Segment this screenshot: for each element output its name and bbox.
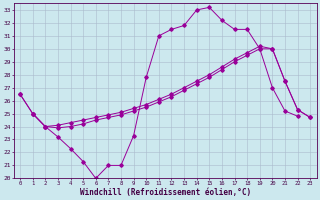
- X-axis label: Windchill (Refroidissement éolien,°C): Windchill (Refroidissement éolien,°C): [80, 188, 251, 197]
